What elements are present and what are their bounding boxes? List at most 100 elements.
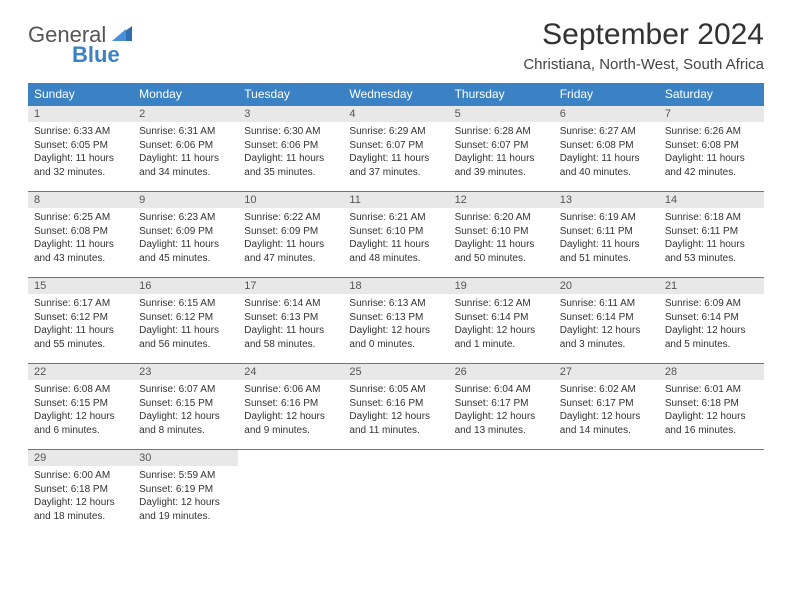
- sunrise-text: Sunrise: 6:09 AM: [665, 297, 758, 311]
- day-number: 26: [449, 364, 554, 380]
- daylight-text-2: and 19 minutes.: [139, 510, 232, 524]
- daylight-text-1: Daylight: 12 hours: [560, 324, 653, 338]
- daylight-text-1: Daylight: 11 hours: [244, 152, 337, 166]
- sunrise-text: Sunrise: 6:21 AM: [349, 211, 442, 225]
- calendar-day-cell: 26Sunrise: 6:04 AMSunset: 6:17 PMDayligh…: [449, 364, 554, 450]
- day-data: Sunrise: 6:06 AMSunset: 6:16 PMDaylight:…: [238, 380, 343, 440]
- day-number: 13: [554, 192, 659, 208]
- day-number: 19: [449, 278, 554, 294]
- logo: General Blue: [28, 18, 134, 66]
- day-number: 8: [28, 192, 133, 208]
- day-number: 1: [28, 106, 133, 122]
- calendar-day-cell: 27Sunrise: 6:02 AMSunset: 6:17 PMDayligh…: [554, 364, 659, 450]
- day-number: 22: [28, 364, 133, 380]
- daylight-text-1: Daylight: 12 hours: [349, 410, 442, 424]
- sunset-text: Sunset: 6:12 PM: [34, 311, 127, 325]
- day-number: 10: [238, 192, 343, 208]
- day-number: 4: [343, 106, 448, 122]
- calendar-day-cell: 23Sunrise: 6:07 AMSunset: 6:15 PMDayligh…: [133, 364, 238, 450]
- day-number: 25: [343, 364, 448, 380]
- sunrise-text: Sunrise: 6:00 AM: [34, 469, 127, 483]
- sunrise-text: Sunrise: 6:23 AM: [139, 211, 232, 225]
- daylight-text-1: Daylight: 12 hours: [665, 410, 758, 424]
- calendar-body: 1Sunrise: 6:33 AMSunset: 6:05 PMDaylight…: [28, 106, 764, 536]
- sunrise-text: Sunrise: 6:14 AM: [244, 297, 337, 311]
- daylight-text-2: and 58 minutes.: [244, 338, 337, 352]
- calendar-week-row: 22 Sunrise: 6:08 AMSunset: 6:15 PM Dayligh…: [28, 364, 764, 450]
- sunrise-text: Sunrise: 6:13 AM: [349, 297, 442, 311]
- month-title: September 2024: [523, 18, 764, 52]
- daylight-text-2: and 5 minutes.: [665, 338, 758, 352]
- day-data: Sunrise: 6:11 AMSunset: 6:14 PMDaylight:…: [554, 294, 659, 354]
- day-data: Sunrise: 6:23 AMSunset: 6:09 PMDaylight:…: [133, 208, 238, 268]
- daylight-text-2: and 9 minutes.: [244, 424, 337, 438]
- daylight-text-1: Daylight: 11 hours: [34, 324, 127, 338]
- calendar-day-cell: 7Sunrise: 6:26 AMSunset: 6:08 PMDaylight…: [659, 106, 764, 192]
- day-data: Sunrise: 6:05 AMSunset: 6:16 PMDaylight:…: [343, 380, 448, 440]
- sunset-text: Sunset: 6:14 PM: [665, 311, 758, 325]
- daylight-text-1: Daylight: 11 hours: [34, 152, 127, 166]
- calendar-day-cell: 30Sunrise: 5:59 AMSunset: 6:19 PMDayligh…: [133, 450, 238, 536]
- daylight-text-1: Daylight: 11 hours: [139, 324, 232, 338]
- calendar-day-cell: 25Sunrise: 6:05 AMSunset: 6:16 PMDayligh…: [343, 364, 448, 450]
- day-data: Sunrise: 6:28 AMSunset: 6:07 PMDaylight:…: [449, 122, 554, 182]
- day-number: 2: [133, 106, 238, 122]
- sunrise-text: Sunrise: 6:26 AM: [665, 125, 758, 139]
- calendar-day-cell: 18Sunrise: 6:13 AMSunset: 6:13 PMDayligh…: [343, 278, 448, 364]
- day-number: 24: [238, 364, 343, 380]
- sunset-text: Sunset: 6:17 PM: [455, 397, 548, 411]
- day-data: Sunrise: 6:04 AMSunset: 6:17 PMDaylight:…: [449, 380, 554, 440]
- calendar-week-row: 1Sunrise: 6:33 AMSunset: 6:05 PMDaylight…: [28, 106, 764, 192]
- calendar-day-cell: 9Sunrise: 6:23 AMSunset: 6:09 PMDaylight…: [133, 192, 238, 278]
- sunset-text: Sunset: 6:06 PM: [244, 139, 337, 153]
- daylight-text-2: and 13 minutes.: [455, 424, 548, 438]
- day-number: 11: [343, 192, 448, 208]
- daylight-text-1: Daylight: 11 hours: [455, 152, 548, 166]
- sunrise-text: Sunrise: 6:25 AM: [34, 211, 127, 225]
- sunset-text: Sunset: 6:16 PM: [349, 397, 442, 411]
- sunset-text: Sunset: 6:11 PM: [560, 225, 653, 239]
- day-data: Sunrise: 6:12 AMSunset: 6:14 PMDaylight:…: [449, 294, 554, 354]
- day-number: 23: [133, 364, 238, 380]
- daylight-text-2: and 45 minutes.: [139, 252, 232, 266]
- daylight-text-1: Daylight: 11 hours: [244, 324, 337, 338]
- daylight-text-1: Daylight: 11 hours: [139, 238, 232, 252]
- daylight-text-2: and 8 minutes.: [139, 424, 232, 438]
- sunrise-text: Sunrise: 6:07 AM: [139, 383, 232, 397]
- sunset-text: Sunset: 6:07 PM: [455, 139, 548, 153]
- day-number: 12: [449, 192, 554, 208]
- daylight-text-1: Daylight: 12 hours: [139, 410, 232, 424]
- day-data: Sunrise: 6:25 AMSunset: 6:08 PMDaylight:…: [28, 208, 133, 268]
- sunset-text: Sunset: 6:08 PM: [665, 139, 758, 153]
- daylight-text-1: Daylight: 11 hours: [349, 152, 442, 166]
- sunset-text: Sunset: 6:15 PM: [34, 397, 127, 411]
- sunset-text: Sunset: 6:14 PM: [455, 311, 548, 325]
- day-data: Sunrise: 6:14 AMSunset: 6:13 PMDaylight:…: [238, 294, 343, 354]
- sunrise-text: Sunrise: 6:04 AM: [455, 383, 548, 397]
- sunrise-text: Sunrise: 6:06 AM: [244, 383, 337, 397]
- sunset-text: Sunset: 6:16 PM: [244, 397, 337, 411]
- daylight-text-1: Daylight: 12 hours: [244, 410, 337, 424]
- day-number: 27: [554, 364, 659, 380]
- calendar-empty-cell: ..: [554, 450, 659, 536]
- day-number: 6: [554, 106, 659, 122]
- calendar-empty-cell: ..: [449, 450, 554, 536]
- daylight-text-1: Daylight: 11 hours: [665, 238, 758, 252]
- calendar-day-cell: 24Sunrise: 6:06 AMSunset: 6:16 PMDayligh…: [238, 364, 343, 450]
- daylight-text-1: Daylight: 12 hours: [34, 496, 127, 510]
- daylight-text-2: and 39 minutes.: [455, 166, 548, 180]
- day-number: 17: [238, 278, 343, 294]
- day-data: Sunrise: 6:02 AMSunset: 6:17 PMDaylight:…: [554, 380, 659, 440]
- daylight-text-1: Daylight: 11 hours: [560, 152, 653, 166]
- day-number: 3: [238, 106, 343, 122]
- day-data: Sunrise: 6:22 AMSunset: 6:09 PMDaylight:…: [238, 208, 343, 268]
- daylight-text-2: and 40 minutes.: [560, 166, 653, 180]
- daylight-text-2: and 48 minutes.: [349, 252, 442, 266]
- sunrise-text: Sunrise: 5:59 AM: [139, 469, 232, 483]
- daylight-text-2: and 51 minutes.: [560, 252, 653, 266]
- sunset-text: Sunset: 6:19 PM: [139, 483, 232, 497]
- sunrise-text: Sunrise: 6:08 AM: [34, 383, 127, 397]
- daylight-text-1: Daylight: 11 hours: [665, 152, 758, 166]
- day-number: 9: [133, 192, 238, 208]
- daylight-text-2: and 1 minute.: [455, 338, 548, 352]
